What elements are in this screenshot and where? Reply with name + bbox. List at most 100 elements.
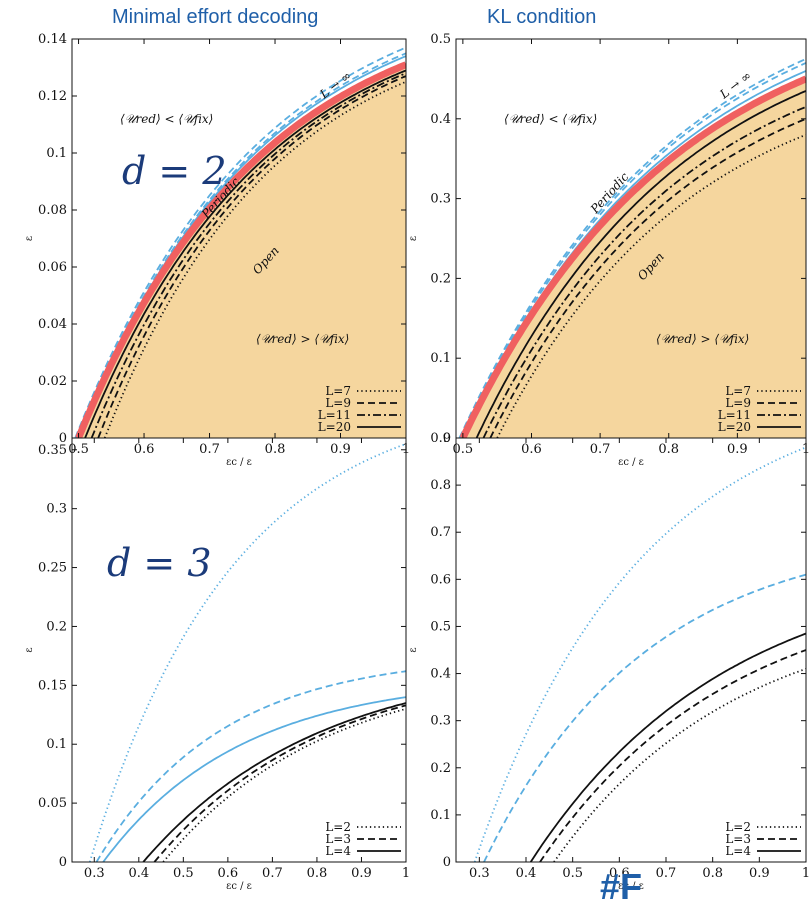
region-upper-label: ⟨𝒰red⟩ < ⟨𝒰fix⟩ — [504, 112, 597, 126]
y-tick-label: 0.3 — [430, 714, 451, 729]
legend-label: L=11 — [718, 408, 751, 422]
curve-top-left-open-3 — [84, 69, 406, 438]
y-tick-label: 0.1 — [430, 808, 451, 823]
x-tick-label: 0.9 — [351, 866, 372, 881]
y-tick-label: 0.2 — [430, 761, 451, 776]
y-tick-label: 0.5 — [430, 32, 451, 47]
right-column-title: KL condition — [487, 6, 597, 28]
y-tick-label: 0 — [443, 431, 451, 446]
x-tick-label: 0.7 — [262, 866, 283, 881]
x-tick-label: 0.7 — [656, 866, 677, 881]
y-tick-label: 0.25 — [38, 561, 67, 576]
x-tick-label: 1 — [402, 866, 410, 881]
x-axis-label: εc / ε — [226, 457, 252, 468]
curve-top-right-open-1 — [489, 117, 806, 438]
y-tick-label: 0.6 — [430, 572, 451, 587]
left-column-title: Minimal effort decoding — [112, 6, 319, 28]
legend-label: L=20 — [318, 420, 351, 434]
curve-bottom-left-periodic-5 — [102, 696, 406, 862]
legend-label: L=20 — [718, 420, 751, 434]
curve-bottom-left-open-2 — [142, 702, 406, 862]
x-axis-label: εc / ε — [618, 457, 644, 468]
y-axis-label: ε — [408, 647, 419, 652]
y-tick-label: 0.1 — [46, 737, 67, 752]
legend-label: L=3 — [325, 832, 351, 846]
x-tick-label: 1 — [802, 866, 810, 881]
y-tick-label: 0.4 — [430, 112, 451, 127]
curve-top-left-open-0 — [103, 80, 406, 438]
legend-label: L=7 — [325, 384, 351, 398]
curve-top-left-open-1 — [97, 75, 406, 438]
y-tick-label: 0.06 — [38, 260, 67, 275]
y-axis-label: ε — [24, 236, 35, 241]
region-lower-label: ⟨𝒰red⟩ > ⟨𝒰fix⟩ — [656, 332, 749, 346]
y-tick-label: 0.04 — [38, 317, 67, 332]
region-fill — [462, 78, 806, 438]
curve-bottom-left-open-1 — [153, 704, 406, 862]
plot-frame — [71, 437, 407, 863]
region-lower-label: ⟨𝒰red⟩ > ⟨𝒰fix⟩ — [256, 332, 349, 346]
y-tick-label: 0.14 — [38, 32, 67, 47]
curve-bottom-left-periodic-3 — [88, 443, 406, 862]
y-tick-label: 0 — [59, 855, 67, 870]
y-tick-label: 0.9 — [430, 431, 451, 446]
y-tick-label: 0.1 — [430, 351, 451, 366]
x-tick-label: 0.8 — [307, 866, 328, 881]
x-tick-label: 0.9 — [727, 442, 748, 457]
legend-label: L=11 — [318, 408, 351, 422]
x-tick-label: 0.5 — [562, 866, 583, 881]
curve-top-left-open-2 — [90, 72, 406, 438]
curve-top-left-periodic-4 — [74, 46, 406, 438]
curve-top-right-limit-7 — [459, 75, 806, 438]
x-tick-label: 0.8 — [658, 442, 679, 457]
legend-label: L=9 — [325, 396, 351, 410]
curve-top-right-periodic-5 — [459, 62, 806, 438]
y-tick-label: 0.4 — [430, 667, 451, 682]
y-tick-label: 0.05 — [38, 796, 67, 811]
curve-top-right-open-3 — [475, 90, 806, 438]
curve-bottom-right-periodic-4 — [483, 573, 806, 862]
legend-label: L=2 — [725, 820, 751, 834]
curve-bottom-left-open-0 — [162, 708, 406, 862]
x-tick-label: 0.7 — [199, 442, 220, 457]
curve-top-right-periodic-4 — [458, 58, 806, 438]
panel-top-right: 0.5 0.6 0.7 0.8 0.9 100.10.20.30.40.5εc / εεL… — [408, 32, 810, 468]
watermark-logo: #F — [600, 866, 643, 907]
d3-label: d = 3 — [107, 541, 212, 585]
panel-top-left: 0.5 0.6 0.7 0.8 0.9 100.020.040.060.080.10.12… — [24, 32, 410, 468]
y-tick-label: 0.3 — [430, 192, 451, 207]
x-tick-label: 0.8 — [702, 866, 723, 881]
legend-label: L=2 — [325, 820, 351, 834]
d2-label: d = 2 — [122, 149, 227, 193]
y-tick-label: 0.1 — [46, 146, 67, 161]
region-fill — [78, 64, 406, 438]
legend-label: L=9 — [725, 396, 751, 410]
y-tick-label: 0.12 — [38, 89, 67, 104]
curve-bottom-right-periodic-3 — [473, 446, 806, 862]
y-tick-label: 0.5 — [430, 619, 451, 634]
y-axis-label: ε — [408, 236, 419, 241]
legend-label: L=4 — [325, 844, 351, 858]
x-tick-label: 0.7 — [590, 442, 611, 457]
legend-label: L=4 — [725, 844, 751, 858]
x-tick-label: 0.3 — [469, 866, 490, 881]
y-tick-label: 0 — [443, 855, 451, 870]
y-axis-label: ε — [24, 647, 35, 652]
y-tick-label: 0.08 — [38, 203, 67, 218]
y-tick-label: 0.8 — [430, 478, 451, 493]
x-tick-label: 0.5 — [173, 866, 194, 881]
x-tick-label: 0.6 — [609, 866, 630, 881]
y-tick-label: 0.7 — [430, 525, 451, 540]
panel-bottom-right: 0.3 0.4 0.5 0.6 0.7 0.8 0.9 1 0 0.1 0.2 0.3 0.4 0.5 0.… — [408, 431, 810, 892]
y-tick-label: 0.15 — [38, 678, 67, 693]
y-tick-label: 0.2 — [430, 271, 451, 286]
curve-bottom-right-open-2 — [529, 632, 806, 862]
curve-bottom-left-periodic-4 — [95, 670, 406, 862]
x-tick-label: 0.6 — [134, 442, 155, 457]
curve-bottom-right-open-1 — [539, 649, 806, 862]
legend-label: L=3 — [725, 832, 751, 846]
curve-top-left-periodic-5 — [75, 52, 406, 438]
x-tick-label: 0.4 — [516, 866, 537, 881]
curve-bottom-right-open-0 — [553, 667, 806, 862]
